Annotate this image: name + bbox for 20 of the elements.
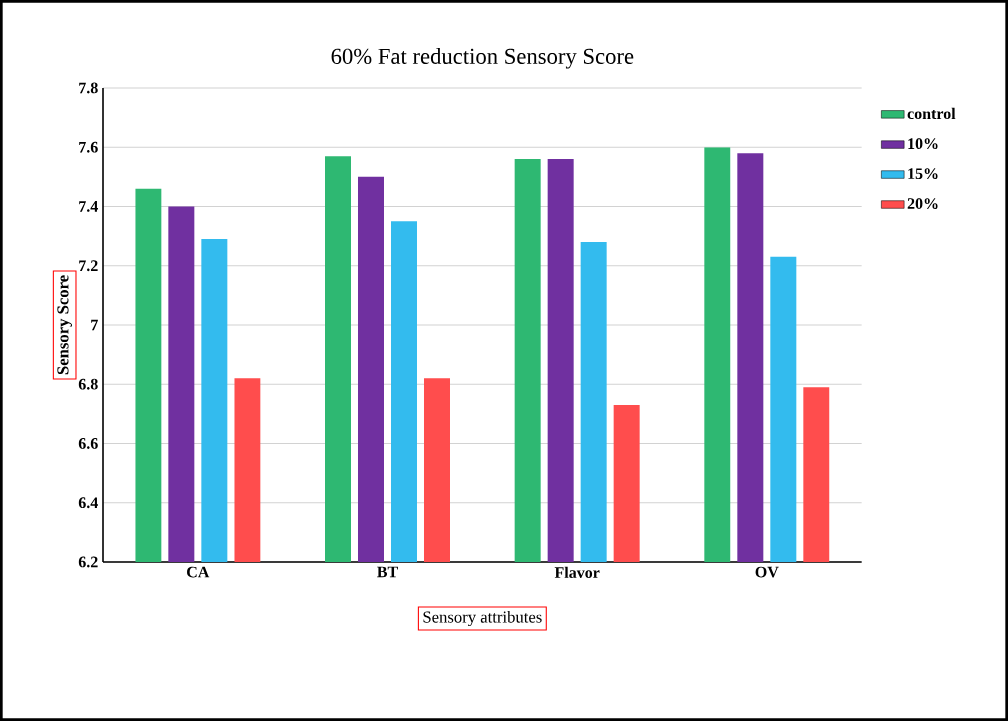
y-tick-label: 6.8 [78,378,98,390]
y-tick-label: 6.4 [78,497,98,509]
y-tick-label: 7.4 [79,201,98,212]
x-tick-label: Flavor [554,566,600,578]
chart-title: 60% Fat reduction Sensory Score [331,48,634,69]
y-tick-label: 6.6 [78,438,98,449]
y-tick-label: 6.2 [78,556,98,568]
legend-label: 15% [908,168,938,180]
x-tick-label: BT [377,566,398,578]
legend-label: control [907,107,956,120]
y-tick-label: 7 [91,319,98,331]
y-axis-title: Sensory Score [57,275,72,375]
legend-label: 20% [907,198,938,210]
x-tick-label: OV [755,566,779,578]
y-tick-label: 7.8 [79,82,98,94]
y-tick-label: 7.2 [79,260,98,272]
legend-label: 10% [908,138,938,150]
y-tick-label: 7.6 [79,141,98,153]
x-axis-title: Sensory attributes [423,610,542,627]
x-tick-label: CA [187,566,210,578]
